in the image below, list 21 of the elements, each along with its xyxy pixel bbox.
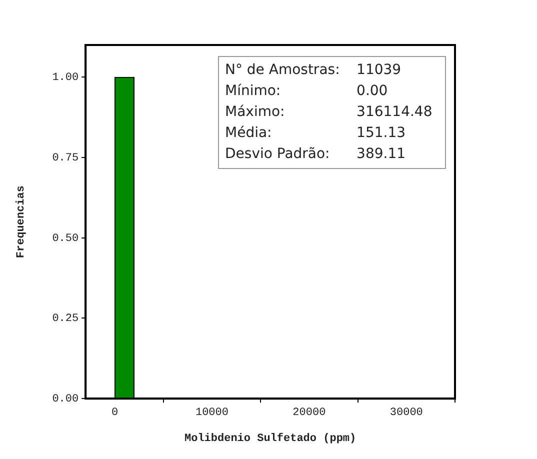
annotation: Mínimo: xyxy=(225,82,282,101)
annotation: 389.11 xyxy=(356,145,407,164)
x-tick-label: 20000 xyxy=(292,407,326,420)
annotation: 11039 xyxy=(356,61,402,80)
annotation: 0.00 xyxy=(356,82,389,101)
x-tick-label: 30000 xyxy=(390,407,423,420)
y-axis-title: Frequencias xyxy=(15,185,28,258)
annotation: 316114.48 xyxy=(356,103,434,122)
annotation: Máximo: xyxy=(225,103,286,122)
annotation: N° de Amostras: xyxy=(225,61,341,80)
annotation: Média: xyxy=(225,124,273,143)
annotation: 151.13 xyxy=(356,124,407,143)
x-tick-label: 0 xyxy=(111,407,118,420)
y-tick-label: 0.00 xyxy=(52,394,79,406)
annotation: Desvio Padrão: xyxy=(225,145,331,164)
y-tick-label: 1.00 xyxy=(52,72,79,84)
y-tick-label: 0.75 xyxy=(52,152,79,164)
y-tick-label: 0.25 xyxy=(52,313,79,326)
y-tick-label: 0.50 xyxy=(52,232,79,245)
x-axis-title: Molibdenio Sulfetado (ppm) xyxy=(184,432,356,446)
x-tick-label: 10000 xyxy=(195,407,228,420)
